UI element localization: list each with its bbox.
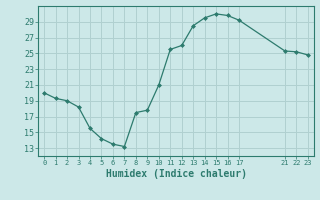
X-axis label: Humidex (Indice chaleur): Humidex (Indice chaleur) [106, 169, 246, 179]
